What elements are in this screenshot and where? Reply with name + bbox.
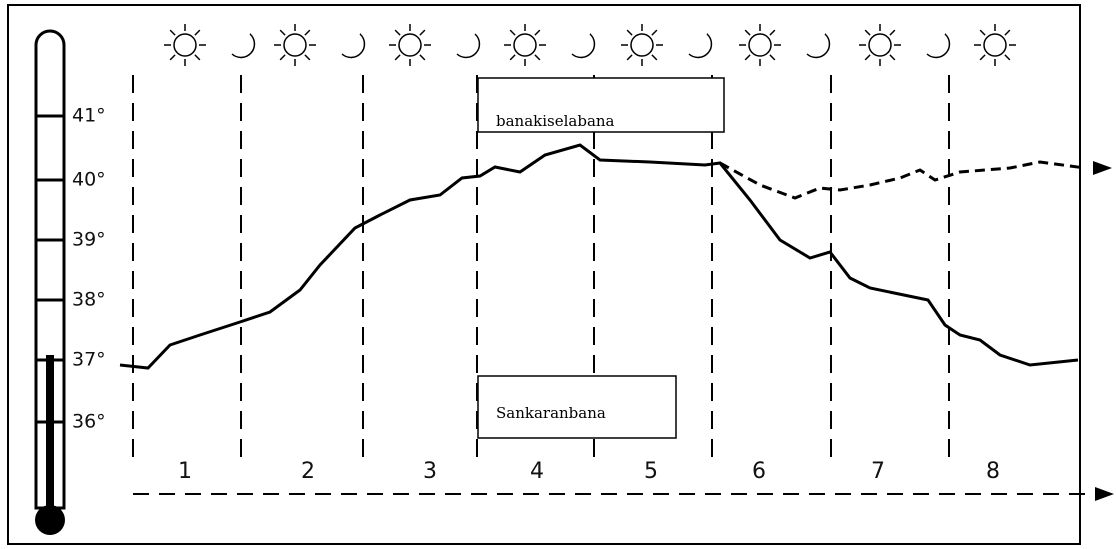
tick-label: 40° [72, 169, 106, 191]
sun-ray [169, 29, 176, 36]
arrow-head [1095, 487, 1114, 501]
sun-ray [626, 54, 633, 61]
moon-icon [571, 33, 596, 59]
moon-icon [341, 33, 366, 59]
thermometer-tube [34, 29, 66, 510]
tick-label: 41° [72, 105, 106, 127]
day-label: 3 [423, 459, 437, 484]
moon-icon [806, 33, 831, 59]
moon-icon [926, 33, 951, 59]
moon-icon [456, 33, 481, 59]
annotation: banakiselabana [496, 112, 615, 130]
sun-ray [1004, 29, 1011, 36]
sun-core [398, 33, 422, 57]
sun-icon [974, 24, 1016, 66]
sun-ray [194, 54, 201, 61]
sun-ray [394, 29, 401, 36]
day-label: 6 [752, 459, 766, 484]
sun-icon [504, 24, 546, 66]
sun-ray [509, 54, 516, 61]
mercury [46, 355, 54, 520]
annotation-box [477, 77, 725, 133]
sun-ray [169, 54, 176, 61]
sun-icon [621, 24, 663, 66]
day-label: 5 [644, 459, 658, 484]
tick-label: 37° [72, 349, 106, 371]
sun-ray [419, 54, 426, 61]
sun-ray [979, 29, 986, 36]
sun-ray [889, 29, 896, 36]
sun-ray [769, 29, 776, 36]
sun-ray [194, 29, 201, 36]
sun-ray [651, 54, 658, 61]
sun-ray [744, 54, 751, 61]
sun-ray [509, 29, 516, 36]
sun-ray [1004, 54, 1011, 61]
sun-ray [626, 29, 633, 36]
projected-curve [719, 160, 1086, 200]
frame [7, 4, 1081, 545]
sun-ray [279, 29, 286, 36]
sun-core [983, 33, 1007, 57]
day-label: 7 [871, 459, 885, 484]
sun-icon [389, 24, 431, 66]
annotation: Sankaranbana [496, 404, 606, 422]
sun-ray [534, 29, 541, 36]
sun-ray [769, 54, 776, 61]
sun-ray [864, 29, 871, 36]
tick-label: 36° [72, 411, 106, 433]
sun-ray [979, 54, 986, 61]
sun-ray [394, 54, 401, 61]
sun-icon [859, 24, 901, 66]
tick-label: 38° [72, 289, 106, 311]
sun-ray [304, 54, 311, 61]
temperature-curve [119, 143, 1079, 370]
arrow-head [1093, 161, 1112, 175]
sun-ray [304, 29, 311, 36]
sun-core [748, 33, 772, 57]
sun-icon [274, 24, 316, 66]
day-label: 1 [178, 459, 192, 484]
annotation-box [477, 375, 677, 439]
sun-core [513, 33, 537, 57]
moon-icon [688, 33, 713, 59]
sun-core [630, 33, 654, 57]
sun-ray [419, 29, 426, 36]
moon-icon [231, 33, 256, 59]
day-label: 2 [301, 459, 315, 484]
tick-label: 39° [72, 229, 106, 251]
sun-core [868, 33, 892, 57]
sun-ray [889, 54, 896, 61]
day-label: 8 [986, 459, 1000, 484]
sun-ray [651, 29, 658, 36]
sun-ray [864, 54, 871, 61]
sun-ray [534, 54, 541, 61]
day-label: 4 [530, 459, 544, 484]
sun-icon [164, 24, 206, 66]
sun-ray [744, 29, 751, 36]
sun-ray [279, 54, 286, 61]
sun-core [283, 33, 307, 57]
sun-icon [739, 24, 781, 66]
sun-core [173, 33, 197, 57]
